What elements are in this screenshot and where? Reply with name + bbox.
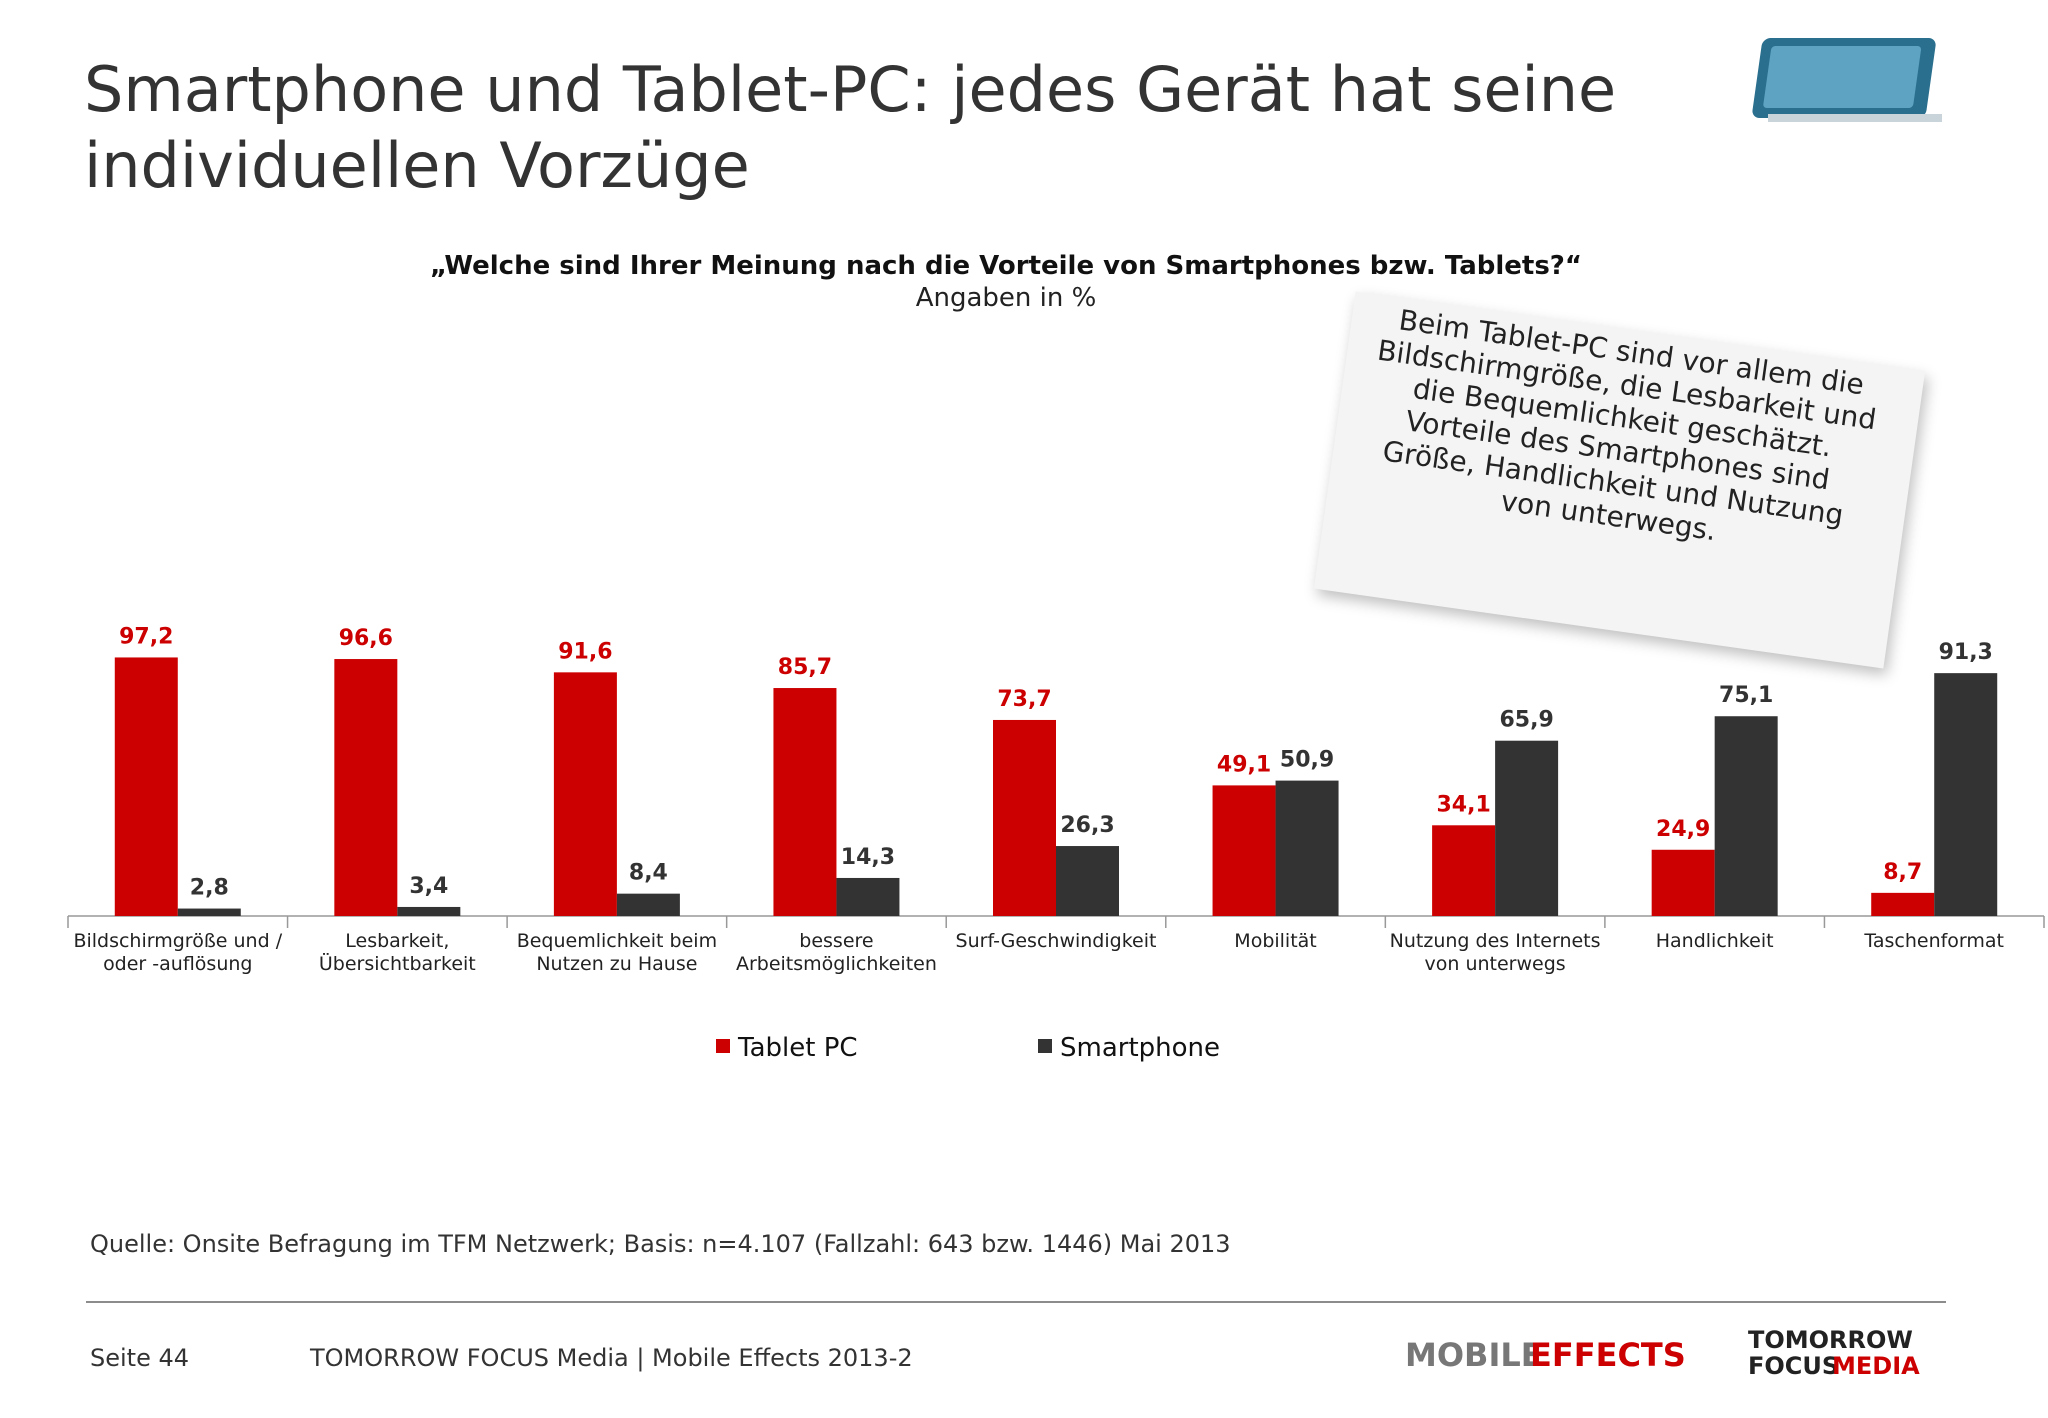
- bar: [1871, 892, 1935, 916]
- bar: [773, 688, 837, 916]
- logo-media: MEDIA: [1832, 1352, 1920, 1380]
- value-label: 26,3: [1060, 813, 1114, 838]
- x-tick-label: Handlichkeit: [1655, 930, 1774, 952]
- legend-swatch: [1038, 1039, 1052, 1053]
- x-tick-label: Bildschirmgröße und / oder -auflösung: [73, 930, 283, 975]
- value-label: 91,3: [1939, 640, 1993, 665]
- value-label: 96,6: [339, 626, 393, 651]
- legend-label: Tablet PC: [737, 1033, 858, 1063]
- value-label: 2,8: [190, 876, 229, 901]
- x-tick-label: bessere Arbeitsmöglichkeiten: [735, 930, 937, 975]
- value-label: 91,6: [558, 639, 612, 664]
- footer-text: TOMORROW FOCUS Media | Mobile Effects 20…: [310, 1344, 913, 1372]
- value-label: 8,4: [629, 861, 668, 886]
- value-label: 34,1: [1436, 792, 1490, 817]
- tablet-icon: [1752, 38, 1942, 122]
- source: Quelle: Onsite Befragung im TFM Netzwerk…: [90, 1230, 1231, 1258]
- slide-title: Smartphone und Tablet-PC: jedes Gerät ha…: [84, 53, 1617, 202]
- x-tick-label: Nutzung des Internets von unterwegs: [1389, 930, 1601, 975]
- value-label: 3,4: [409, 874, 448, 899]
- bar: [1651, 849, 1715, 916]
- logo-focus: FOCUS: [1748, 1352, 1839, 1380]
- x-tick-label: Mobilität: [1234, 930, 1317, 952]
- value-label: 85,7: [778, 655, 832, 680]
- x-tick-label: Surf-Geschwindigkeit: [955, 930, 1157, 952]
- bar: [553, 672, 617, 916]
- bar: [1212, 785, 1276, 916]
- bar: [836, 877, 900, 916]
- bar: [1495, 740, 1559, 916]
- x-tick-label: Bequemlichkeit beim Nutzen zu Hause: [516, 930, 718, 975]
- bar: [1275, 780, 1339, 916]
- logo-mobile: MOBILE: [1405, 1336, 1543, 1374]
- value-label: 14,3: [841, 845, 895, 870]
- x-tick-label: Lesbarkeit, Übersichtbarkeit: [318, 930, 476, 975]
- value-label: 65,9: [1499, 708, 1553, 733]
- value-label: 97,2: [119, 624, 173, 649]
- bar: [993, 719, 1056, 916]
- bar: [397, 906, 461, 916]
- bar: [114, 657, 178, 916]
- chart-subtitle: Angaben in %: [916, 283, 1097, 313]
- value-label: 73,7: [997, 687, 1051, 712]
- value-label: 8,7: [1883, 860, 1922, 885]
- logo-tomorrow: TOMORROW: [1748, 1326, 1913, 1354]
- x-tick-label: Taschenformat: [1864, 930, 2005, 952]
- bar: [616, 893, 680, 916]
- value-label: 75,1: [1719, 683, 1773, 708]
- chart-title: „Welche sind Ihrer Meinung nach die Vort…: [430, 251, 1582, 281]
- bar: [1934, 673, 1998, 916]
- bar: [1056, 846, 1119, 916]
- value-label: 24,9: [1656, 817, 1710, 842]
- logo-effects: EFFECTS: [1530, 1336, 1686, 1374]
- legend-swatch: [716, 1039, 730, 1053]
- bar: [1714, 716, 1778, 916]
- legend-label: Smartphone: [1060, 1033, 1220, 1063]
- value-label: 50,9: [1280, 748, 1334, 773]
- bar: [334, 659, 398, 916]
- bar: [1432, 825, 1496, 916]
- bar: [177, 908, 241, 916]
- value-label: 49,1: [1217, 752, 1271, 777]
- page-number: Seite 44: [90, 1344, 190, 1372]
